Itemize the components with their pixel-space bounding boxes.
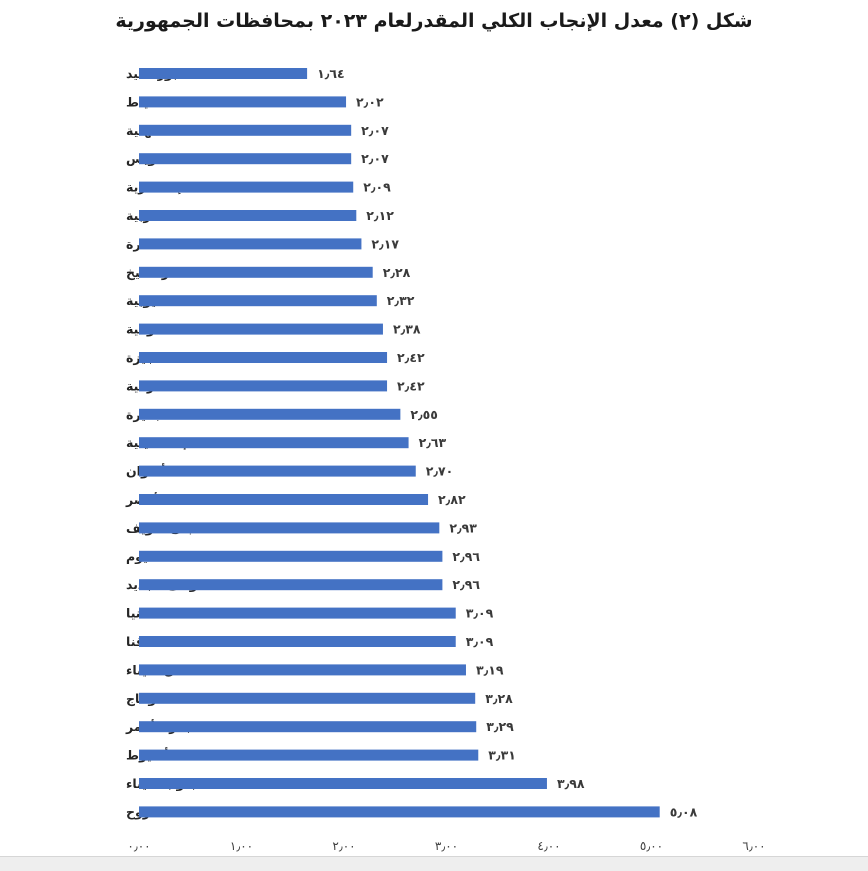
value-label: ٣٫٢٨ (485, 691, 513, 706)
value-label: ٢٫٥٥ (410, 407, 438, 422)
bar (139, 806, 660, 818)
x-axis-tick-labels: ٠٫٠٠ ١٫٠٠ ٢٫٠٠ ٣٫٠٠ ٤٫٠٠ ٥٫٠٠ ٦٫٠٠ (127, 839, 765, 853)
x-tick-label: ٠٫٠٠ (127, 839, 150, 853)
value-labels: ١٫٦٤ ٢٫٠٢ ٢٫٠٧ ٢٫٠٧ ٢٫٠٩ ٢٫١٢ ٢٫١٧ ٢٫٢٨ ٢٫٣٢ ٢٫٣٨… (317, 66, 698, 819)
value-label: ٣٫٠٩ (466, 634, 494, 649)
bar (139, 721, 477, 733)
value-label: ٢٫٩٦ (452, 577, 480, 592)
bar (139, 153, 352, 165)
value-label: ٢٫٠٩ (363, 180, 391, 195)
value-label: ٢٫١٢ (366, 208, 394, 223)
bar (139, 181, 354, 193)
bar (139, 749, 479, 761)
bar (139, 238, 362, 250)
bar (139, 522, 440, 534)
bar (139, 465, 416, 477)
value-label: ٢٫٣٢ (387, 293, 415, 308)
value-label: ٣٫١٩ (476, 662, 504, 677)
value-label: ٢٫٠٧ (361, 151, 389, 166)
bar (139, 692, 476, 704)
value-label: ٣٫٣١ (488, 748, 516, 763)
bar (139, 607, 456, 619)
bar (139, 266, 373, 278)
bar (139, 380, 388, 392)
x-tick-label: ٤٫٠٠ (537, 839, 560, 853)
x-tick-label: ١٫٠٠ (230, 839, 253, 853)
value-label: ٢٫٩٣ (449, 520, 477, 535)
value-label: ٢٫٤٢ (397, 378, 425, 393)
bar (139, 295, 377, 307)
value-label: ٢٫٣٨ (393, 322, 421, 337)
bar (139, 636, 456, 647)
value-label: ٢٫١٧ (371, 236, 399, 251)
bar (139, 96, 347, 108)
bar (139, 323, 383, 335)
x-tick-label: ٥٫٠٠ (640, 839, 663, 853)
value-label: ٢٫٧٠ (426, 464, 454, 479)
bar (139, 494, 429, 505)
bar (139, 68, 308, 79)
value-label: ٣٫٠٩ (466, 606, 494, 621)
value-label: ٣٫٢٩ (486, 719, 514, 734)
value-label: ٢٫٠٢ (356, 94, 384, 109)
value-label: ٢٫٢٨ (383, 265, 411, 280)
value-label: ٢٫٤٢ (397, 350, 425, 365)
bar (139, 437, 409, 449)
window-bottom-strip (0, 856, 868, 871)
bar (139, 124, 352, 136)
bar (139, 408, 401, 420)
x-tick-label: ٣٫٠٠ (435, 839, 458, 853)
x-tick-label: ٢٫٠٠ (332, 839, 355, 853)
value-label: ٣٫٩٨ (557, 776, 585, 791)
value-label: ٢٫٦٣ (419, 435, 447, 450)
chart-title: شكل (٢) معدل الإنجاب الكلي المقدرلعام ٢٠… (115, 10, 753, 32)
value-label: ٢٫٠٧ (361, 123, 389, 138)
value-label: ٢٫٩٦ (452, 549, 480, 564)
x-tick-label: ٦٫٠٠ (742, 839, 765, 853)
value-label: ٢٫٨٢ (438, 492, 466, 507)
bar (139, 664, 466, 676)
bar (139, 210, 357, 221)
bars (139, 68, 660, 818)
bar (139, 352, 388, 363)
bar (139, 778, 547, 789)
bar (139, 579, 443, 591)
value-label: ١٫٦٤ (317, 66, 345, 81)
value-label: ٥٫٠٨ (670, 804, 698, 819)
bar (139, 550, 443, 562)
